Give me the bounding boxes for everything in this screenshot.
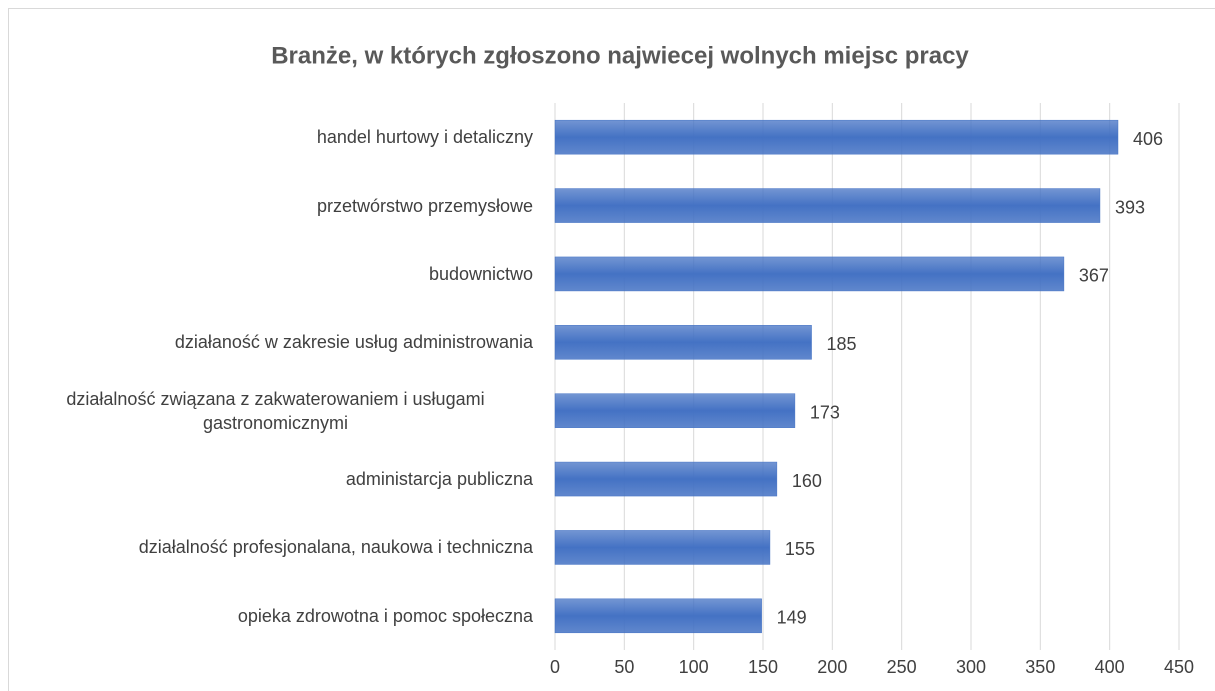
y-tick-label-box: działaność w zakresie usług administrowa… <box>0 330 533 354</box>
y-tick-label: działalność związana z zakwaterowaniem i… <box>66 388 485 433</box>
bar <box>554 256 1065 292</box>
y-tick-label-box: handel hurtowy i detaliczny <box>0 125 533 149</box>
bar <box>554 325 812 360</box>
x-tick-label: 250 <box>887 657 917 677</box>
x-tick-label: 300 <box>956 657 986 677</box>
value-label: 160 <box>792 471 822 491</box>
chart-title: Branże, w których zgłoszono najwiecej wo… <box>271 42 969 69</box>
x-tick-label: 400 <box>1095 657 1125 677</box>
y-tick-label: przetwórstwo przemysłowe <box>316 195 533 216</box>
y-tick-label: handel hurtowy i detaliczny <box>316 127 533 148</box>
bar <box>554 188 1101 223</box>
value-label: 406 <box>1133 129 1163 149</box>
y-tick-label: budownictwo <box>428 263 533 284</box>
y-tick-label-box: działalność profesjonalana, naukowa i te… <box>0 535 533 559</box>
chart-border <box>8 8 1215 691</box>
value-label: 185 <box>827 334 857 354</box>
y-tick-label: opieka zdrowotna i pomoc społeczna <box>237 605 533 626</box>
x-tick-label: 50 <box>614 657 634 677</box>
y-tick-label: działalność profesjonalana, naukowa i te… <box>138 537 533 558</box>
x-tick-label: 150 <box>748 657 778 677</box>
x-tick-label: 350 <box>1025 657 1055 677</box>
y-tick-label: administarcja publiczna <box>345 469 533 490</box>
y-tick-label-box: opieka zdrowotna i pomoc społeczna <box>0 604 533 628</box>
y-tick-label-box: przetwórstwo przemysłowe <box>0 194 533 218</box>
y-tick-label: działaność w zakresie usług administrowa… <box>174 332 533 353</box>
bar <box>554 393 796 428</box>
x-tick-label: 200 <box>817 657 847 677</box>
value-label: 155 <box>785 539 815 559</box>
y-tick-label-box: budownictwo <box>0 262 533 286</box>
bar <box>554 461 778 497</box>
y-tick-label-box: administarcja publiczna <box>0 467 533 491</box>
value-label: 149 <box>777 608 807 628</box>
value-label: 173 <box>810 402 840 422</box>
x-tick-label: 100 <box>679 657 709 677</box>
x-tick-label: 450 <box>1164 657 1194 677</box>
bar <box>554 119 1119 155</box>
value-label: 367 <box>1079 266 1109 286</box>
bar <box>554 530 771 565</box>
bar <box>554 598 762 634</box>
value-label: 393 <box>1115 197 1145 217</box>
y-tick-label-box: działalność związana z zakwaterowaniem i… <box>0 387 533 435</box>
x-tick-label: 0 <box>550 657 560 677</box>
